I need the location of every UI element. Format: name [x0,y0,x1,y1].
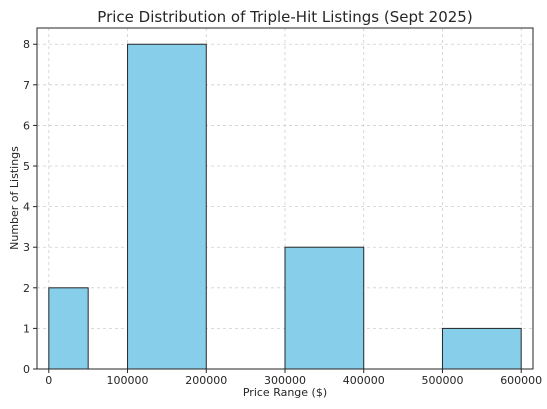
x-tick-label-2: 200000 [185,374,227,387]
bar-6 [441,327,522,370]
y-tick-label-4: 4 [23,201,30,214]
y-tick-label-5: 5 [23,160,30,173]
x-axis-ticks: 0 100000 200000 300000 400000 500000 600000 [45,369,542,387]
x-tick-label-5: 500000 [421,374,463,387]
y-tick-label-0: 0 [23,363,30,376]
x-axis-label: Price Range ($) [243,386,327,399]
x-tick-label-6: 600000 [500,374,542,387]
bar-2 [127,43,207,370]
y-tick-label-6: 6 [23,119,30,132]
y-tick-label-3: 3 [23,241,30,254]
y-tick-label-2: 2 [23,282,30,295]
x-tick-label-3: 300000 [264,374,306,387]
x-tick-label-4: 400000 [343,374,385,387]
y-axis-label: Number of Listings [8,146,21,250]
y-tick-label-1: 1 [23,322,30,335]
y-tick-label-8: 8 [23,38,30,51]
chart-title: Price Distribution of Triple-Hit Listing… [97,8,472,26]
y-tick-label-7: 7 [23,79,30,92]
y-axis-ticks: 0 1 2 3 4 5 6 7 8 [23,38,37,376]
bar-0 [48,287,89,370]
x-tick-label-0: 0 [45,374,52,387]
bar-4 [284,246,365,370]
x-tick-label-1: 100000 [107,374,149,387]
